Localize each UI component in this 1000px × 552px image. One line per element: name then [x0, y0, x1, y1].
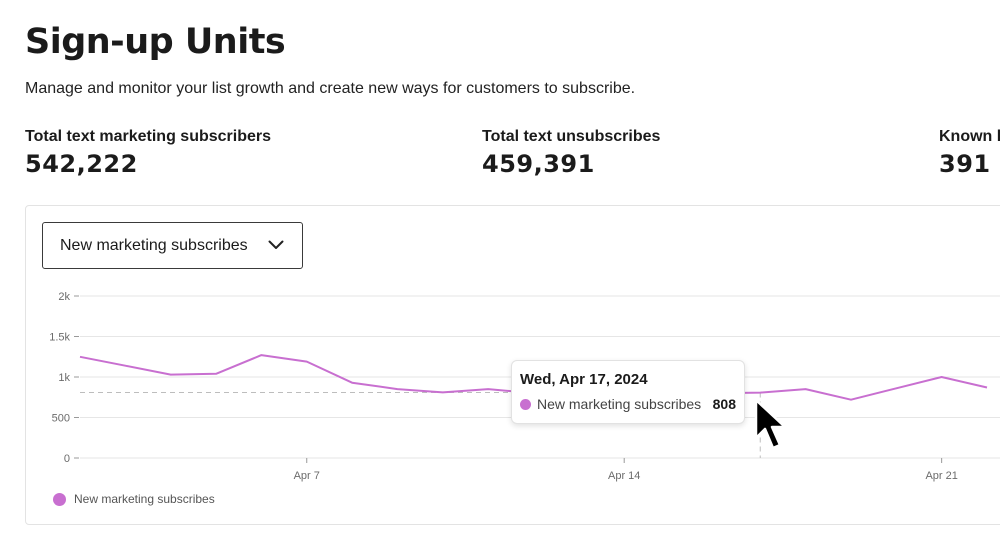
data-point [213, 371, 219, 377]
data-point [485, 386, 491, 392]
x-tick-label: Apr 7 [294, 470, 320, 482]
data-point [984, 385, 990, 391]
chart-card [25, 205, 1000, 525]
stat-label: Total text unsubscribes [482, 128, 661, 145]
stat-total-subscribers: Total text marketing subscribers 542,222 [25, 128, 271, 178]
chart-legend[interactable]: New marketing subscribes [53, 492, 215, 506]
data-point [304, 359, 310, 365]
metric-select-dropdown[interactable]: New marketing subscribes [42, 222, 303, 269]
y-tick-label: 1k [58, 372, 70, 384]
data-point [848, 397, 854, 403]
tooltip-date: Wed, Apr 17, 2024 [520, 371, 648, 388]
stat-value: 391 [939, 150, 991, 178]
stat-total-unsubscribes: Total text unsubscribes 459,391 [482, 128, 660, 178]
page-title: Sign-up Units [25, 22, 286, 62]
tooltip-value: 808 [712, 396, 736, 412]
data-point [440, 389, 446, 395]
data-point [122, 363, 128, 369]
page-subtitle: Manage and monitor your list growth and … [25, 80, 636, 97]
y-tick-label: 2k [58, 291, 70, 303]
data-point [258, 352, 264, 358]
chart-tooltip: Wed, Apr 17, 2024 New marketing subscrib… [511, 360, 745, 424]
legend-label: New marketing subscribes [74, 492, 215, 506]
x-tick-label: Apr 21 [925, 470, 957, 482]
metric-select-value: New marketing subscribes [60, 236, 248, 254]
data-point [394, 386, 400, 392]
data-point [77, 354, 83, 360]
data-point [757, 390, 763, 396]
data-point [803, 386, 809, 392]
stat-value: 542,222 [25, 150, 138, 178]
stat-label: Total text marketing subscribers [25, 128, 271, 145]
data-point [893, 385, 899, 391]
tooltip-series-dot-icon [520, 398, 531, 410]
data-point [168, 372, 174, 378]
stat-known: Known l 391 [939, 128, 1000, 178]
mouse-pointer-icon [754, 398, 788, 457]
y-tick-label: 0 [64, 453, 70, 465]
stat-value: 459,391 [482, 150, 595, 178]
x-tick-label: Apr 14 [608, 470, 640, 482]
y-tick-label: 1.5k [49, 332, 70, 344]
tooltip-row: New marketing subscribes 808 [520, 396, 736, 412]
y-tick-label: 500 [52, 413, 70, 425]
data-point [939, 374, 945, 380]
data-point [349, 380, 355, 386]
tooltip-series-label: New marketing subscribes [537, 396, 702, 412]
stat-label: Known l [939, 128, 1000, 145]
chevron-down-icon [268, 237, 284, 255]
legend-dot-icon [53, 492, 66, 506]
